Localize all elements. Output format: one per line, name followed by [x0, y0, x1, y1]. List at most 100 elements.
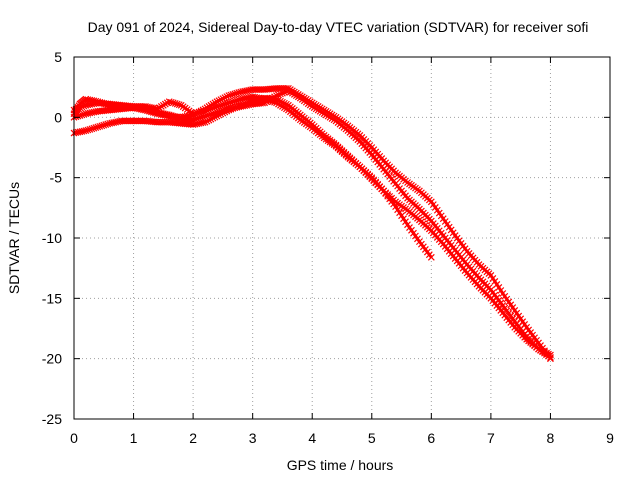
data-point-interp [100, 121, 108, 129]
data-point [547, 351, 554, 359]
x-tick-label: 2 [189, 430, 197, 446]
data-point-interp [229, 98, 237, 106]
x-tick-label: 0 [70, 430, 78, 446]
tick-labels: 0 1 2 3 4 5 6 7 8 9 5 0 -5 -10 -15 -20 -25 [42, 49, 614, 446]
data-point [225, 92, 233, 100]
data-point-interp [203, 107, 211, 114]
x-tick-label: 1 [130, 430, 138, 446]
data-point-interp [173, 113, 181, 121]
data-point [201, 107, 209, 115]
data-point-interp [263, 96, 270, 104]
data-point-interp [80, 127, 88, 135]
data-point-interp [229, 90, 237, 98]
x-tick-label: 5 [368, 430, 376, 446]
data-point [487, 271, 495, 279]
x-tick-label: 3 [249, 430, 257, 446]
data-point-interp [400, 215, 407, 223]
data-point-interp [497, 287, 505, 294]
data-point-interp [80, 110, 88, 118]
data-point-interp [217, 107, 225, 115]
data-point [427, 253, 435, 261]
data-point [261, 95, 269, 103]
data-point-interp [233, 97, 241, 104]
data-point-interp [74, 112, 82, 120]
data-point-interp [205, 106, 213, 114]
data-point-interp [74, 105, 82, 112]
data-point-interp [489, 274, 497, 282]
data-point-interp [235, 96, 243, 104]
x-axis-label: GPS time / hours [287, 457, 394, 473]
data-point [392, 203, 400, 211]
data-point-interp [394, 206, 402, 214]
data-point-interp [495, 284, 503, 291]
data-point-interp [80, 102, 88, 110]
data-point-interp [281, 88, 288, 96]
data-point [94, 123, 102, 131]
data-point-interp [269, 98, 276, 106]
x-tick-label: 9 [606, 430, 614, 446]
data-point-interp [233, 89, 241, 97]
data-point-interp [231, 97, 239, 105]
data-point-interp [98, 122, 106, 130]
data-series [70, 84, 554, 363]
data-point-interp [396, 209, 403, 217]
data-point [82, 127, 90, 135]
data-point-interp [543, 349, 550, 357]
data-point-interp [223, 93, 231, 101]
data-point-interp [171, 113, 179, 121]
data-point [213, 103, 221, 110]
data-point-interp [175, 101, 183, 109]
data-point [189, 116, 197, 124]
data-point [225, 99, 233, 107]
x-tick-label: 6 [427, 430, 435, 446]
y-tick-label: -15 [42, 290, 62, 306]
data-point-interp [171, 100, 179, 107]
data-point-interp [227, 91, 235, 99]
data-point-interp [271, 98, 278, 106]
x-tick-label: 8 [547, 430, 555, 446]
data-point-interp [219, 107, 227, 115]
data-point [165, 98, 173, 106]
data-point-interp [169, 99, 177, 107]
data-point-interp [173, 100, 181, 108]
data-point-interp [227, 98, 235, 106]
data-point-interp [191, 115, 199, 123]
data-point-interp [169, 112, 177, 120]
data-point-interp [493, 281, 501, 288]
data-point [535, 345, 542, 353]
data-point-interp [267, 97, 274, 105]
data-point-interp [265, 97, 272, 104]
data-point-interp [277, 90, 284, 98]
data-point-interp [167, 112, 175, 119]
data-point-interp [76, 104, 84, 112]
data-point-interp [163, 111, 171, 118]
data-point-interp [88, 125, 96, 133]
data-point-interp [104, 120, 112, 128]
data-point [201, 118, 209, 126]
data-point-interp [78, 103, 86, 111]
data-point-interp [219, 101, 227, 109]
data-point-interp [199, 108, 207, 116]
data-point-interp [541, 348, 548, 356]
data-point-interp [221, 106, 229, 114]
data-point-interp [219, 95, 227, 103]
data-point-interp [235, 89, 243, 97]
y-tick-label: -25 [42, 411, 62, 427]
data-point-interp [223, 100, 231, 107]
data-point-interp [221, 94, 229, 102]
data-point-interp [193, 115, 201, 122]
data-point-interp [92, 124, 100, 132]
x-tick-label: 4 [308, 430, 316, 446]
y-tick-label: 5 [54, 49, 62, 65]
data-point-interp [86, 125, 94, 133]
data-point-interp [209, 104, 217, 112]
data-point-interp [167, 98, 175, 106]
data-point-interp [537, 346, 544, 354]
data-point-interp [84, 126, 92, 134]
axis-ticks [73, 56, 611, 420]
data-point-interp [545, 350, 552, 358]
data-point-interp [275, 91, 282, 99]
data-point [273, 92, 280, 100]
